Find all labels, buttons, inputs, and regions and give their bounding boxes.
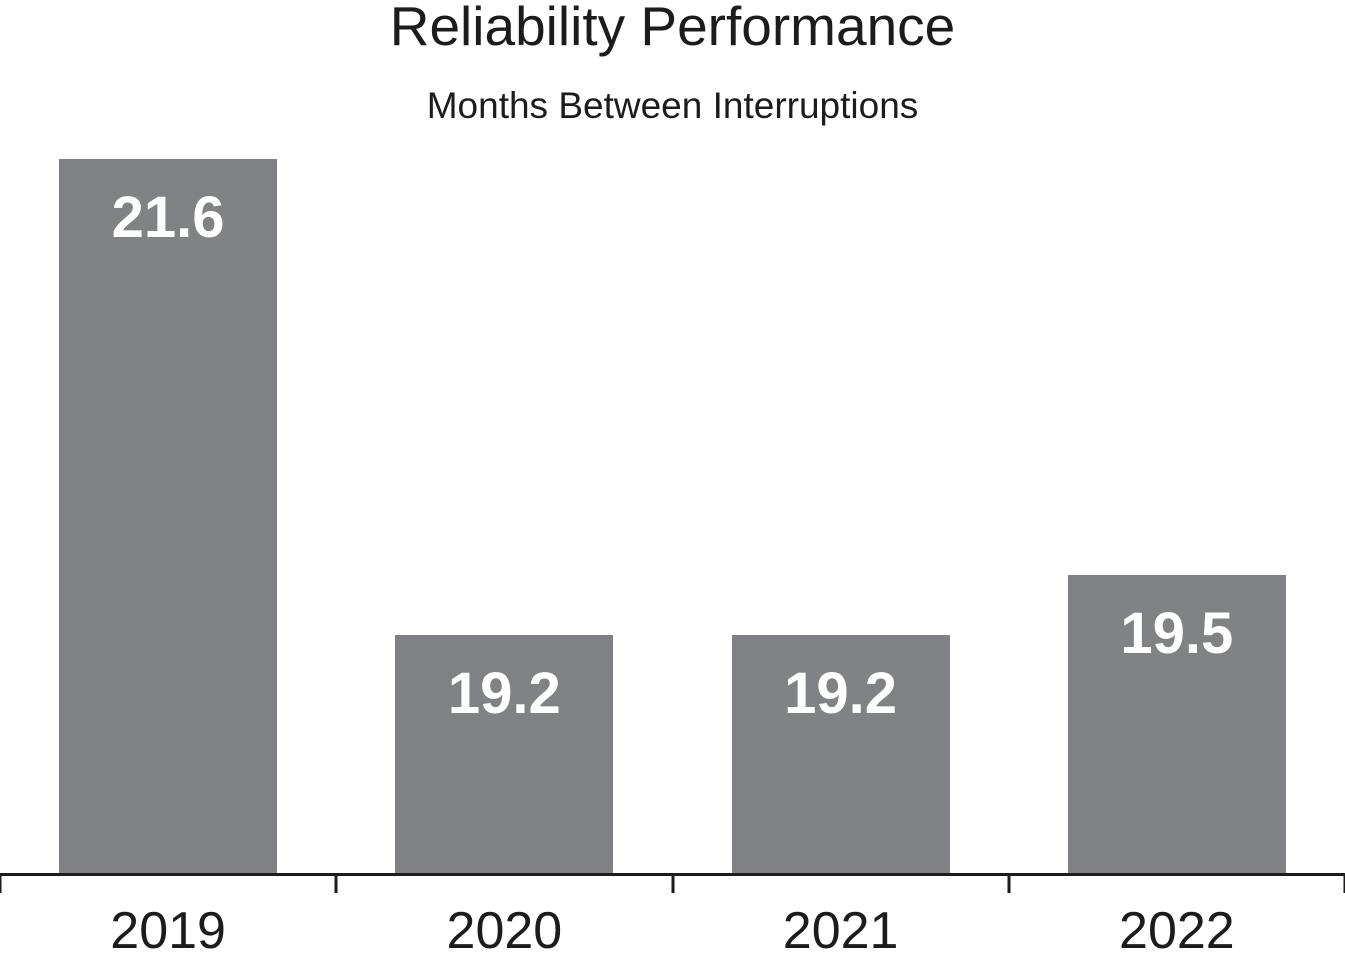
bar-2020: 19.2 (395, 634, 614, 873)
bar-2021: 19.2 (731, 634, 950, 873)
x-axis-tick (671, 873, 674, 893)
x-axis-tick (1007, 873, 1011, 893)
plot-area: 21.6 19.2 19.2 19.5 (59, 158, 1286, 873)
bar-value-label-2019: 21.6 (111, 184, 225, 250)
bar-value-label-2022: 19.5 (1120, 601, 1234, 667)
chart-title: Reliability Performance (389, 0, 956, 57)
x-axis-label-2022: 2022 (1119, 902, 1235, 960)
bar-2022: 19.5 (1067, 575, 1286, 873)
x-axis-tick (0, 873, 2, 893)
bar-value-label-2021: 19.2 (784, 660, 898, 726)
x-axis-tick (334, 873, 338, 893)
bar-value-label-2020: 19.2 (447, 660, 561, 726)
x-axis-label-2019: 2019 (110, 902, 226, 960)
x-axis-label-2021: 2021 (782, 902, 899, 960)
x-axis-label-2020: 2020 (446, 902, 563, 960)
chart-subtitle: Months Between Interruptions (426, 85, 919, 126)
bar-2019: 21.6 (59, 158, 278, 873)
x-axis-tick (1343, 873, 1345, 893)
